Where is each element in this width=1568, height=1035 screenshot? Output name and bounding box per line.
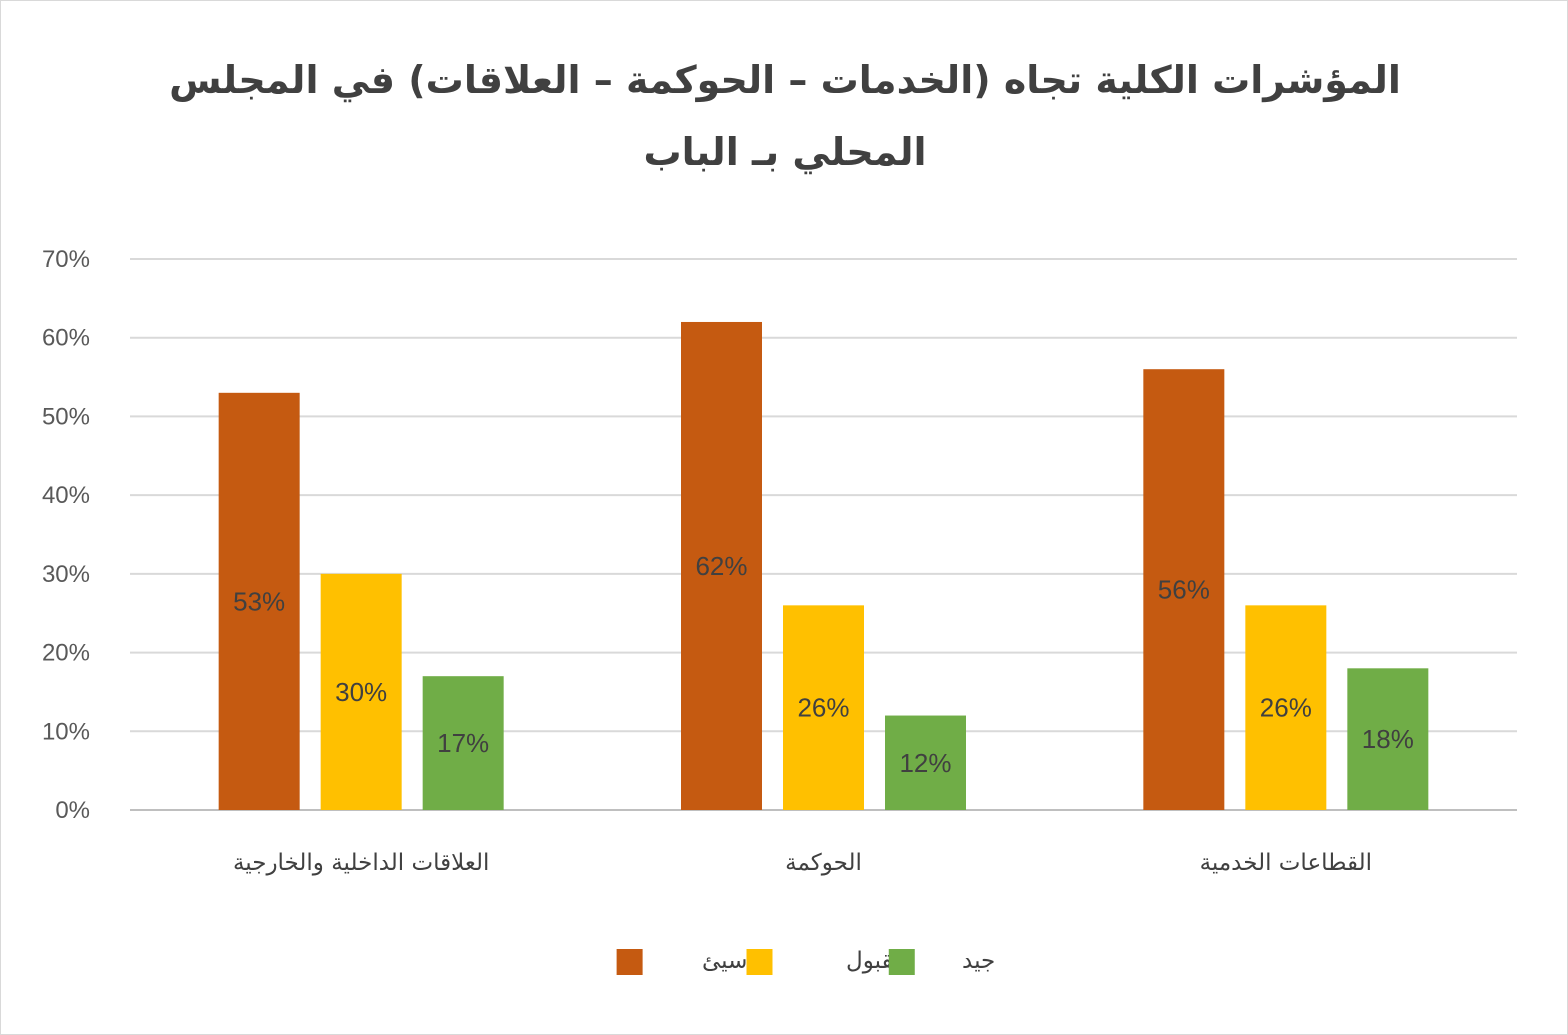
legend-label: جيد <box>962 948 995 974</box>
data-label: 30% <box>335 677 387 707</box>
data-label: 17% <box>437 728 489 758</box>
bar <box>218 392 300 810</box>
data-label: 53% <box>233 586 285 616</box>
x-category-label: القطاعات الخدمية <box>1200 850 1373 876</box>
data-label: 26% <box>797 693 849 723</box>
x-category-label: العلاقات الداخلية والخارجية <box>233 850 489 876</box>
y-tick-label: 20% <box>42 640 90 667</box>
y-tick-label: 0% <box>55 797 90 824</box>
data-label: 62% <box>695 551 747 581</box>
data-label: 26% <box>1260 693 1312 723</box>
data-label: 12% <box>899 748 951 778</box>
bar <box>1245 605 1327 810</box>
legend-swatch <box>888 949 915 975</box>
y-tick-label: 10% <box>42 718 90 745</box>
legend-swatch <box>746 949 773 975</box>
y-tick-label: 40% <box>42 482 90 509</box>
data-label: 18% <box>1362 724 1414 754</box>
bar <box>681 321 762 810</box>
y-tick-label: 30% <box>42 561 90 588</box>
chart-title: المؤشرات الكلية تجاه (الخدمات – الحوكمة … <box>169 58 1401 174</box>
y-tick-label: 70% <box>42 246 90 273</box>
bar <box>885 715 966 810</box>
bar <box>320 573 402 810</box>
legend-label: سيئ <box>702 948 747 974</box>
y-tick-label: 60% <box>42 325 90 352</box>
bar <box>783 605 864 810</box>
bar <box>1347 668 1429 810</box>
bar <box>422 676 504 810</box>
bar <box>1143 369 1225 810</box>
y-tick-label: 50% <box>42 403 90 430</box>
legend-swatch <box>616 949 643 975</box>
data-label: 56% <box>1158 575 1210 605</box>
x-category-label: الحوكمة <box>785 850 862 876</box>
